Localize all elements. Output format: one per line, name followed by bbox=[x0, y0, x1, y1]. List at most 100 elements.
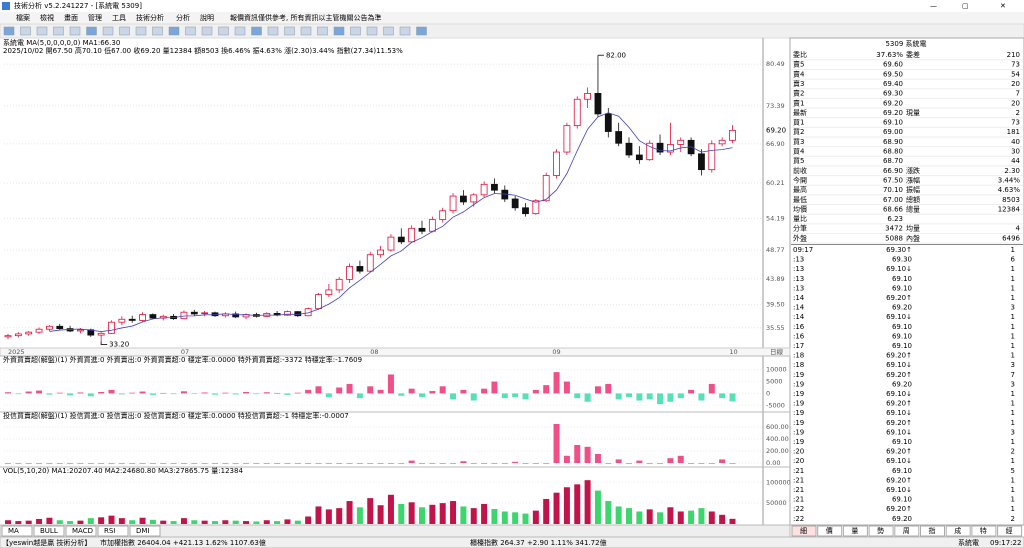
trade-time: :22 bbox=[793, 505, 804, 513]
quote-volume: 54 bbox=[1011, 70, 1020, 78]
tool-button[interactable] bbox=[333, 26, 345, 36]
indicator-tab-label: MACD bbox=[72, 527, 93, 535]
tool-button[interactable] bbox=[86, 26, 97, 36]
tool-button[interactable] bbox=[3, 26, 15, 36]
quote-value: 69.30 bbox=[883, 90, 903, 98]
tool-button[interactable] bbox=[350, 26, 361, 36]
candle-body bbox=[428, 219, 436, 232]
tool-button[interactable] bbox=[102, 26, 114, 36]
tool-button[interactable] bbox=[317, 26, 328, 36]
trade-price: 69.20 bbox=[892, 515, 912, 523]
bar bbox=[305, 516, 312, 524]
bar bbox=[346, 383, 353, 394]
indicator-tab[interactable] bbox=[97, 525, 129, 537]
tool-button[interactable] bbox=[152, 26, 163, 36]
bar bbox=[522, 513, 529, 524]
tool-button[interactable] bbox=[234, 26, 246, 36]
maximize[interactable]: ▢ bbox=[962, 2, 969, 10]
quote-tab[interactable] bbox=[868, 525, 894, 537]
status-bar bbox=[0, 536, 1024, 548]
panel-header: VOL(5,10,20) MA1:20207.40 MA2:24680.80 M… bbox=[3, 467, 243, 475]
trade-price: 69.10 bbox=[892, 342, 912, 350]
tool-button[interactable] bbox=[251, 26, 262, 36]
indicator-tab[interactable] bbox=[129, 525, 161, 537]
bar bbox=[149, 463, 156, 464]
menu-item[interactable]: 檢視 bbox=[40, 13, 54, 22]
quote-tab[interactable] bbox=[894, 525, 920, 537]
tool-button[interactable] bbox=[201, 26, 213, 36]
close[interactable]: ✕ bbox=[1000, 2, 1006, 10]
bar bbox=[367, 386, 374, 394]
menu-item[interactable]: 檔案 bbox=[16, 13, 30, 22]
bar bbox=[15, 521, 22, 524]
bar bbox=[677, 511, 684, 524]
candle-body bbox=[718, 139, 726, 145]
tool-button[interactable] bbox=[399, 26, 411, 36]
app-icon bbox=[2, 2, 10, 10]
menu-item[interactable]: 畫面 bbox=[64, 13, 78, 22]
indicator-tab[interactable] bbox=[33, 525, 65, 537]
indicator-tab[interactable] bbox=[65, 525, 97, 537]
bar bbox=[118, 393, 125, 395]
trade-time: :14 bbox=[793, 294, 805, 302]
quote-tab[interactable] bbox=[945, 525, 971, 537]
quote-value: 69.50 bbox=[883, 70, 903, 78]
candle-body bbox=[563, 125, 571, 153]
status-brand: 【yeswin越是贏 技術分析】 bbox=[2, 538, 91, 547]
tool-button[interactable] bbox=[135, 26, 147, 36]
bar bbox=[594, 454, 601, 463]
bar bbox=[698, 463, 705, 464]
menu-item[interactable]: 分析 bbox=[176, 13, 190, 22]
quote-value: 3472 bbox=[885, 225, 903, 233]
indicator-tab[interactable] bbox=[1, 525, 33, 537]
tool-button[interactable] bbox=[53, 26, 64, 36]
tool-button[interactable] bbox=[284, 26, 295, 36]
candle-body bbox=[677, 139, 685, 145]
tool-button[interactable] bbox=[185, 26, 196, 36]
bar bbox=[387, 463, 394, 464]
minimize[interactable]: — bbox=[930, 2, 937, 10]
tool-button[interactable] bbox=[218, 26, 229, 36]
quote-tab[interactable] bbox=[971, 525, 997, 537]
tool-button[interactable] bbox=[383, 26, 394, 36]
quote-tab[interactable] bbox=[920, 525, 945, 537]
tool-button[interactable] bbox=[36, 26, 48, 36]
tool-button[interactable] bbox=[119, 26, 130, 36]
tool-button[interactable] bbox=[300, 26, 312, 36]
tool-button[interactable] bbox=[69, 26, 81, 36]
candle-body bbox=[108, 321, 115, 334]
quote-tab[interactable] bbox=[791, 525, 817, 537]
tool-button[interactable] bbox=[20, 26, 31, 36]
trade-price: 69.10↓ bbox=[886, 457, 912, 465]
bar bbox=[15, 463, 22, 464]
title-bar bbox=[0, 0, 1024, 12]
tool-button[interactable] bbox=[366, 26, 378, 36]
quote-tab[interactable] bbox=[842, 525, 868, 537]
menu-item[interactable]: 說明 bbox=[200, 13, 214, 22]
y-tick-label: 35.55 bbox=[766, 324, 785, 332]
quote-value: 70.10 bbox=[883, 186, 903, 194]
candle-body bbox=[387, 236, 395, 251]
tool-button[interactable] bbox=[267, 26, 279, 36]
date-label: 2025 bbox=[8, 348, 25, 356]
bar bbox=[87, 518, 94, 524]
menu-bar bbox=[0, 12, 1024, 24]
menu-item[interactable]: 工具 bbox=[112, 14, 126, 22]
bar bbox=[232, 463, 239, 464]
quote-label: 量比 bbox=[793, 214, 807, 223]
bar bbox=[160, 520, 167, 524]
trade-volume: 3 bbox=[1011, 380, 1015, 388]
candle-body bbox=[346, 266, 353, 280]
bar bbox=[367, 498, 374, 524]
quote-tab[interactable] bbox=[817, 525, 843, 537]
quote-tab[interactable] bbox=[997, 525, 1023, 537]
menu-item[interactable]: 管理 bbox=[88, 13, 102, 22]
tool-button[interactable] bbox=[416, 26, 427, 36]
trade-time: :18 bbox=[793, 352, 804, 360]
quote-label: 均價 bbox=[793, 204, 807, 213]
tool-button[interactable] bbox=[168, 26, 180, 36]
bar bbox=[429, 463, 436, 464]
menu-item[interactable]: 技術分析 bbox=[136, 13, 164, 22]
bar bbox=[243, 392, 250, 394]
